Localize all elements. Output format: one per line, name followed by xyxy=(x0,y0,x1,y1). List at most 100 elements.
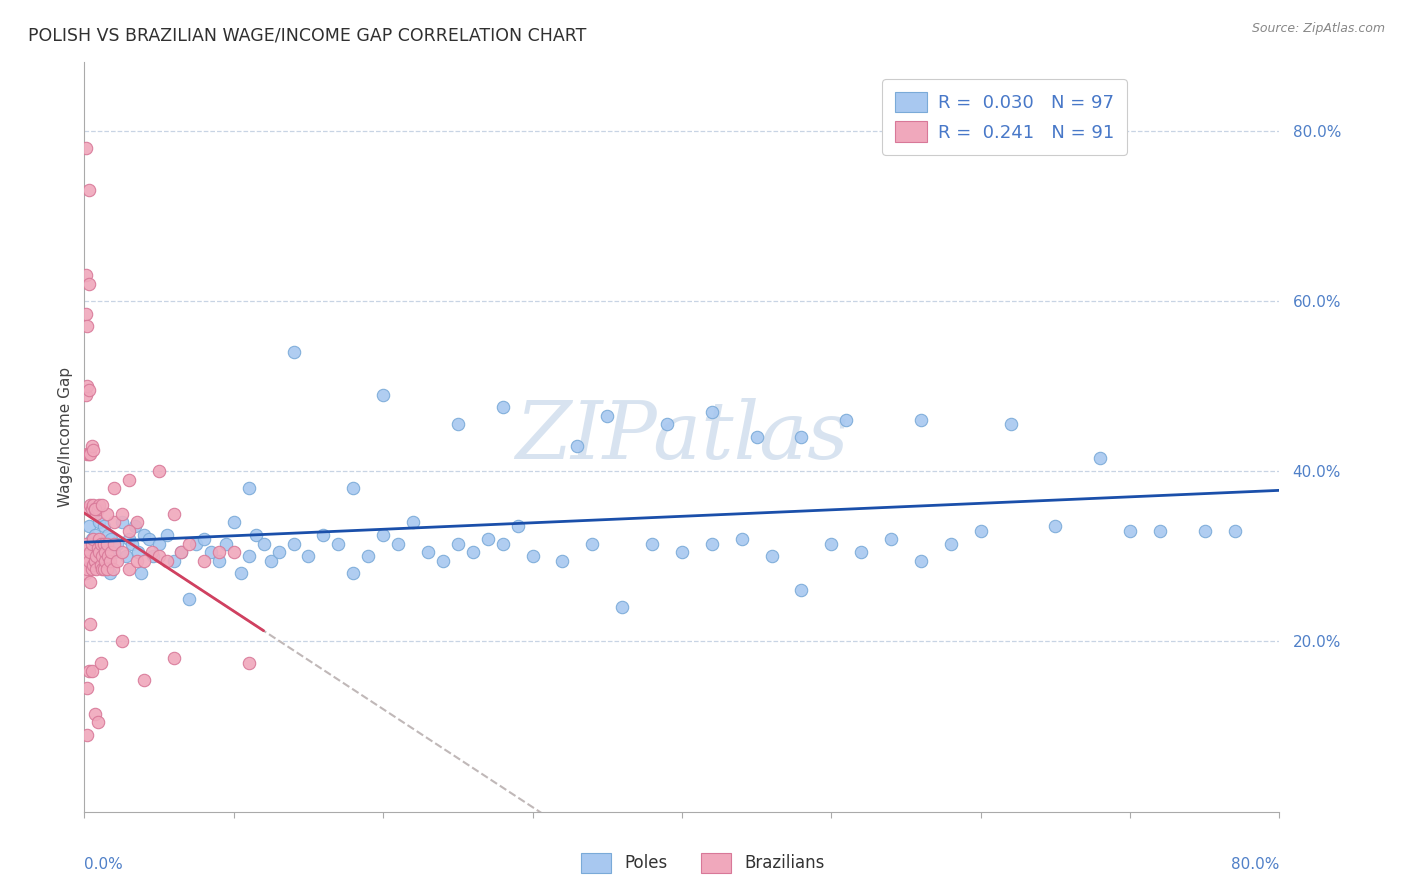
Point xyxy=(82,558,104,572)
Point xyxy=(373,528,395,542)
Point xyxy=(432,553,454,567)
Point xyxy=(80,536,103,550)
Point xyxy=(76,728,98,742)
Point xyxy=(127,545,149,559)
Point xyxy=(94,545,117,559)
Point xyxy=(91,541,114,555)
Point xyxy=(447,417,470,432)
Point xyxy=(1119,524,1142,538)
Point xyxy=(138,533,160,547)
Text: ZIPatlas: ZIPatlas xyxy=(515,399,849,475)
Point xyxy=(910,413,932,427)
Point xyxy=(596,409,619,423)
Point xyxy=(142,549,165,564)
Legend: R =  0.030   N = 97, R =  0.241   N = 91: R = 0.030 N = 97, R = 0.241 N = 91 xyxy=(882,79,1128,155)
Point xyxy=(76,562,98,576)
Point xyxy=(90,558,112,572)
Point xyxy=(82,541,104,555)
Point xyxy=(148,549,170,564)
Point xyxy=(87,502,110,516)
Point xyxy=(75,307,97,321)
Point xyxy=(1223,524,1246,538)
Point xyxy=(79,545,101,559)
Point xyxy=(111,634,134,648)
Point xyxy=(93,536,115,550)
Point xyxy=(80,664,103,678)
Point xyxy=(245,528,267,542)
Point xyxy=(77,502,100,516)
Point xyxy=(1194,524,1216,538)
Point xyxy=(82,442,104,457)
Point xyxy=(387,536,409,550)
Point xyxy=(283,345,305,359)
Point xyxy=(83,502,105,516)
Point xyxy=(103,536,125,550)
Point xyxy=(124,519,146,533)
Point xyxy=(91,498,114,512)
Point xyxy=(76,379,98,393)
Point xyxy=(402,515,425,529)
Point xyxy=(238,656,260,670)
Point xyxy=(328,536,350,550)
Point xyxy=(373,387,395,401)
Point xyxy=(148,536,170,550)
Point xyxy=(177,591,200,606)
Point xyxy=(125,553,148,567)
Point xyxy=(98,553,121,567)
Point xyxy=(357,549,380,564)
Point xyxy=(83,706,105,721)
Point xyxy=(129,566,152,581)
Point xyxy=(297,549,319,564)
Point xyxy=(77,277,100,291)
Point xyxy=(103,515,125,529)
Point xyxy=(75,140,97,154)
Text: 0.0%: 0.0% xyxy=(84,856,124,871)
Point xyxy=(75,387,97,401)
Point xyxy=(522,549,544,564)
Text: POLISH VS BRAZILIAN WAGE/INCOME GAP CORRELATION CHART: POLISH VS BRAZILIAN WAGE/INCOME GAP CORR… xyxy=(28,27,586,45)
Point xyxy=(1090,451,1112,466)
Point xyxy=(700,404,723,418)
Point xyxy=(342,566,364,581)
Point xyxy=(820,536,842,550)
Point xyxy=(231,566,253,581)
Point xyxy=(77,384,100,398)
Point xyxy=(506,519,529,533)
Point xyxy=(222,515,245,529)
Point xyxy=(671,545,693,559)
Point xyxy=(101,562,124,576)
Point xyxy=(96,507,118,521)
Point xyxy=(86,549,108,564)
Point xyxy=(91,562,114,576)
Point xyxy=(731,533,754,547)
Point xyxy=(163,651,186,665)
Point xyxy=(835,413,858,427)
Point xyxy=(94,553,117,567)
Point xyxy=(87,715,110,730)
Point xyxy=(312,528,335,542)
Point xyxy=(96,536,118,550)
Point xyxy=(87,541,110,555)
Point xyxy=(80,439,103,453)
Point xyxy=(89,498,111,512)
Point xyxy=(551,553,574,567)
Point xyxy=(880,533,903,547)
Point xyxy=(91,549,114,564)
Point xyxy=(100,545,122,559)
Point xyxy=(910,553,932,567)
Point xyxy=(253,536,276,550)
Point xyxy=(75,268,97,283)
Point xyxy=(222,545,245,559)
Point xyxy=(851,545,873,559)
Point xyxy=(82,533,104,547)
Point xyxy=(96,536,118,550)
Point xyxy=(1045,519,1067,533)
Point xyxy=(77,664,100,678)
Point xyxy=(655,417,678,432)
Point xyxy=(100,533,122,547)
Point xyxy=(79,617,101,632)
Point xyxy=(89,515,111,529)
Point xyxy=(98,566,121,581)
Point xyxy=(87,536,110,550)
Point xyxy=(83,553,105,567)
